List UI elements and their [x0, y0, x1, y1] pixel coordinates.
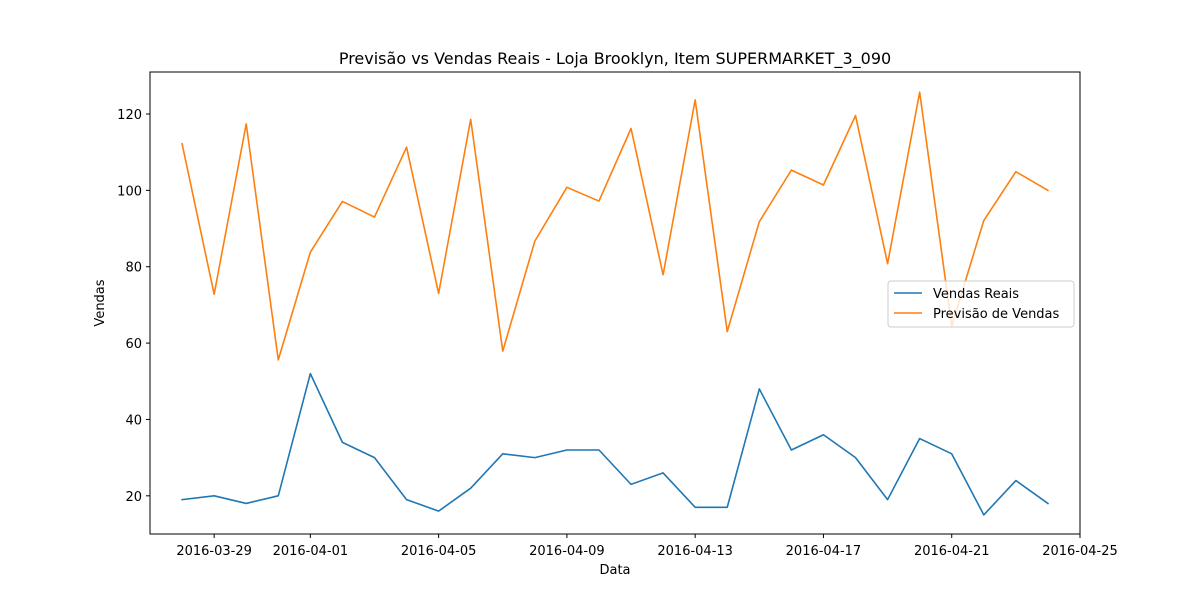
y-axis-label: Vendas — [93, 279, 108, 326]
series-line-0 — [181, 372, 1050, 516]
x-axis: 2016-03-29 2016-04-01 2016-04-05 2016-04-09… — [176, 534, 1118, 559]
x-tick-label: 2016-04-21 — [914, 544, 990, 559]
legend: Vendas Reais Previsão de Vendas — [887, 280, 1075, 328]
y-tick-label: 40 — [125, 413, 142, 428]
chart-title: Previsão vs Vendas Reais - Loja Brooklyn… — [339, 49, 891, 69]
legend-label-0: Vendas Reais — [933, 287, 1019, 302]
y-tick-label: 80 — [125, 261, 142, 276]
series-line-1 — [181, 91, 1050, 361]
plot-area — [181, 91, 1050, 516]
x-tick-label: 2016-04-01 — [273, 544, 349, 559]
y-tick-label: 100 — [117, 184, 142, 199]
x-axis-label: Data — [599, 563, 630, 578]
x-tick-label: 2016-03-29 — [176, 544, 252, 559]
x-tick-label: 2016-04-25 — [1042, 544, 1118, 559]
x-tick-label: 2016-04-09 — [529, 544, 605, 559]
legend-box — [887, 280, 1075, 328]
x-tick-label: 2016-04-17 — [786, 544, 862, 559]
y-axis: 20 40 60 80 100 120 — [117, 108, 150, 505]
x-tick-label: 2016-04-05 — [401, 544, 477, 559]
y-tick-label: 120 — [117, 108, 142, 123]
legend-label-1: Previsão de Vendas — [933, 307, 1060, 322]
x-tick-label: 2016-04-13 — [657, 544, 733, 559]
y-tick-label: 60 — [125, 337, 142, 352]
axes-frame — [149, 71, 1081, 535]
y-tick-label: 20 — [125, 490, 142, 505]
